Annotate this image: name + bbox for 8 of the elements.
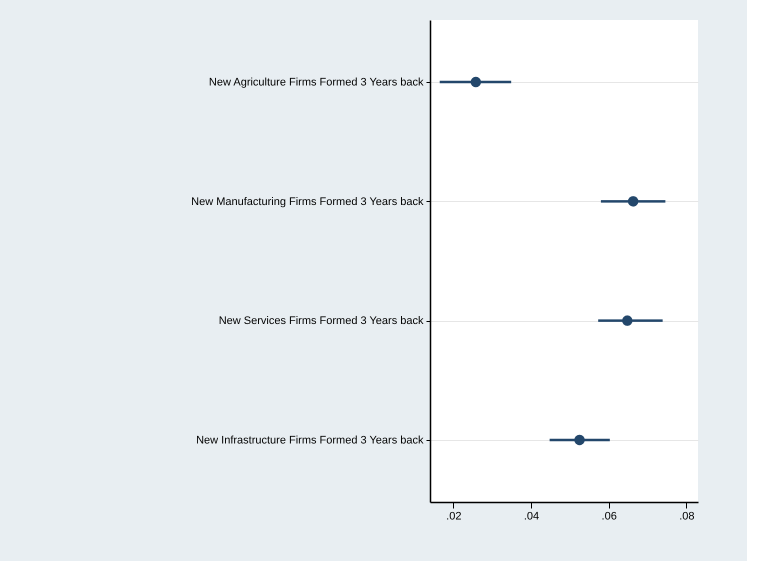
- x-tick-label: .06: [602, 510, 617, 522]
- x-tick-label: .02: [446, 510, 462, 522]
- y-tick-label: New Infrastructure Firms Formed 3 Years back: [196, 434, 424, 446]
- x-tick-label: .08: [679, 510, 694, 522]
- y-tick-label: New Services Firms Formed 3 Years back: [218, 315, 424, 328]
- y-tick-label: New Agriculture Firms Formed 3 Years back: [208, 76, 424, 89]
- y-tick-label: New Manufacturing Firms Formed 3 Years back: [191, 196, 424, 208]
- x-tick-label: .04: [524, 510, 540, 522]
